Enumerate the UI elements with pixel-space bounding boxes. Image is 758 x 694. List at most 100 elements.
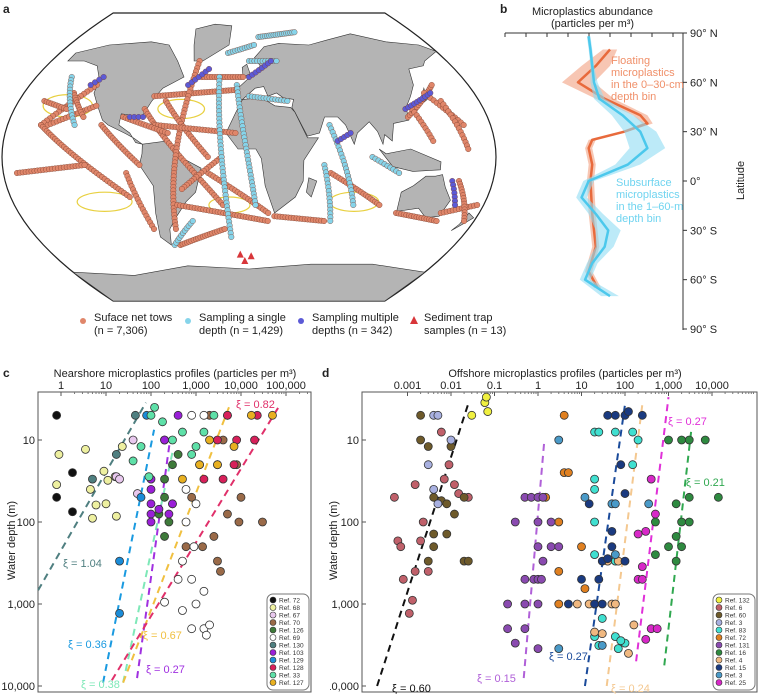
land-antarctica bbox=[72, 263, 426, 301]
x-tick-label: 100 bbox=[142, 380, 160, 392]
data-point-ref-126 bbox=[173, 450, 183, 459]
data-point-ref-16 bbox=[700, 435, 710, 445]
single-depth-marker-icon bbox=[185, 318, 191, 324]
legend-label: Ref. 132 bbox=[725, 598, 750, 605]
fit-exponent-label: ξ = 1.04 bbox=[63, 558, 102, 570]
world-map bbox=[1, 12, 497, 302]
data-point-ref-33 bbox=[199, 427, 209, 437]
legend-marker bbox=[715, 619, 723, 626]
data-point-ref-16 bbox=[684, 517, 694, 527]
legend-label: Ref. 131 bbox=[725, 643, 750, 650]
data-point-ref-127 bbox=[213, 460, 222, 470]
surface-tow-point bbox=[321, 217, 328, 224]
data-point-ref-33 bbox=[187, 450, 197, 459]
land-indonesia bbox=[378, 148, 442, 172]
data-point-ref-68 bbox=[81, 444, 90, 454]
x-tick-label: 0.01 bbox=[440, 380, 461, 392]
panel-label-b: b bbox=[500, 2, 508, 16]
data-point-ref-83 bbox=[616, 636, 626, 646]
data-point-ref-131 bbox=[520, 574, 530, 584]
data-point-ref-16 bbox=[651, 550, 660, 560]
legend-label: Ref. 83 bbox=[725, 628, 746, 635]
fit-exponent-label: ξ = 0.15 bbox=[477, 673, 516, 685]
data-point-ref-131 bbox=[503, 599, 512, 609]
single-depth-point bbox=[189, 217, 196, 224]
data-point-ref-25 bbox=[633, 529, 643, 539]
data-point-ref-69 bbox=[191, 599, 201, 609]
data-point-ref-129 bbox=[115, 556, 124, 566]
y-tick-label: 10,000 bbox=[330, 681, 359, 693]
single-depth-point bbox=[250, 42, 257, 49]
surface-tow-point bbox=[232, 129, 239, 136]
legend-marker bbox=[715, 656, 723, 664]
data-point-ref-132 bbox=[467, 410, 477, 420]
legend-count: depths (n = 342) bbox=[312, 325, 393, 337]
legend-marker bbox=[269, 626, 277, 634]
legend-label: Ref. 72 bbox=[279, 598, 300, 605]
data-point-ref-60 bbox=[429, 529, 439, 539]
y-tick-label: 100 bbox=[17, 517, 35, 529]
data-point-ref-83 bbox=[590, 484, 599, 494]
multiple-depth-point bbox=[206, 65, 213, 72]
legend-marker bbox=[269, 611, 277, 619]
data-point-ref-83 bbox=[594, 427, 604, 437]
x-tick-label: 10,000 bbox=[224, 380, 258, 392]
panel-b-ylabel: Latitude bbox=[735, 160, 747, 200]
data-point-ref-69 bbox=[191, 499, 201, 509]
data-point-ref-72 bbox=[554, 599, 564, 609]
legend-label: Ref. 72 bbox=[725, 635, 746, 642]
data-point-ref-83 bbox=[610, 427, 620, 437]
fit-line bbox=[122, 404, 231, 684]
data-point-ref-3 bbox=[644, 499, 654, 509]
legend-marker bbox=[269, 679, 277, 686]
fit-line bbox=[635, 397, 670, 662]
garbage-patch-outline bbox=[76, 191, 133, 212]
data-point-ref-131 bbox=[520, 624, 530, 634]
offshore-profile-chart: 0.001 0.01 0.1 1 10 100 1,000 10,000 10 100 1,000 1… bbox=[330, 380, 758, 694]
data-point-ref-6 bbox=[408, 595, 417, 605]
series-line-subsurface bbox=[580, 36, 649, 298]
data-point-ref-4 bbox=[590, 627, 599, 637]
data-point-ref-16 bbox=[664, 435, 673, 445]
surface-tow-point bbox=[474, 201, 481, 208]
multiple-depth-point bbox=[451, 201, 458, 208]
legend-label: Ref. 6 bbox=[725, 605, 743, 612]
legend-label: Ref. 15 bbox=[725, 665, 746, 672]
data-point-ref-33 bbox=[144, 472, 154, 482]
data-point-ref-126 bbox=[164, 517, 174, 527]
data-point-ref-33 bbox=[158, 417, 167, 427]
data-point-ref-3 bbox=[429, 484, 439, 494]
data-point-ref-128 bbox=[213, 435, 222, 445]
data-point-ref-33 bbox=[209, 410, 219, 420]
data-point-ref-131 bbox=[533, 599, 543, 609]
data-point-ref-3 bbox=[554, 435, 564, 445]
data-point-ref-25 bbox=[641, 526, 651, 536]
latitude-tick-label: 60° S bbox=[690, 275, 717, 287]
annotation-line: in the 0–30-cm bbox=[611, 79, 684, 91]
data-point-ref-15 bbox=[624, 407, 633, 416]
data-point-ref-16 bbox=[713, 492, 723, 502]
data-point-ref-3 bbox=[597, 641, 607, 650]
data-point-ref-3 bbox=[610, 499, 620, 509]
surface-tow-point bbox=[172, 225, 179, 232]
data-point-ref-4 bbox=[629, 620, 639, 630]
data-point-ref-4 bbox=[597, 629, 607, 639]
data-point-ref-15 bbox=[603, 410, 613, 420]
panel-d-title: Offshore microplastics profiles (particl… bbox=[448, 368, 682, 380]
data-point-ref-68 bbox=[101, 499, 111, 509]
surface-tow-point bbox=[221, 225, 228, 232]
annotation-line: in the 1–60-m bbox=[616, 201, 683, 213]
legend-label: Ref. 60 bbox=[725, 613, 746, 620]
data-point-ref-69 bbox=[199, 586, 209, 596]
data-point-ref-131 bbox=[546, 542, 556, 552]
surface-tow-point bbox=[265, 209, 272, 216]
data-point-ref-15 bbox=[607, 542, 617, 552]
data-point-ref-83 bbox=[628, 427, 638, 437]
sediment-trap-marker bbox=[236, 250, 244, 258]
legend-box bbox=[266, 593, 310, 691]
annotation-line: depth bin bbox=[611, 91, 656, 103]
land-greenland bbox=[193, 23, 233, 62]
data-point-ref-15 bbox=[610, 410, 620, 420]
data-point-ref-69 bbox=[205, 620, 214, 630]
data-point-ref-3 bbox=[610, 550, 620, 560]
